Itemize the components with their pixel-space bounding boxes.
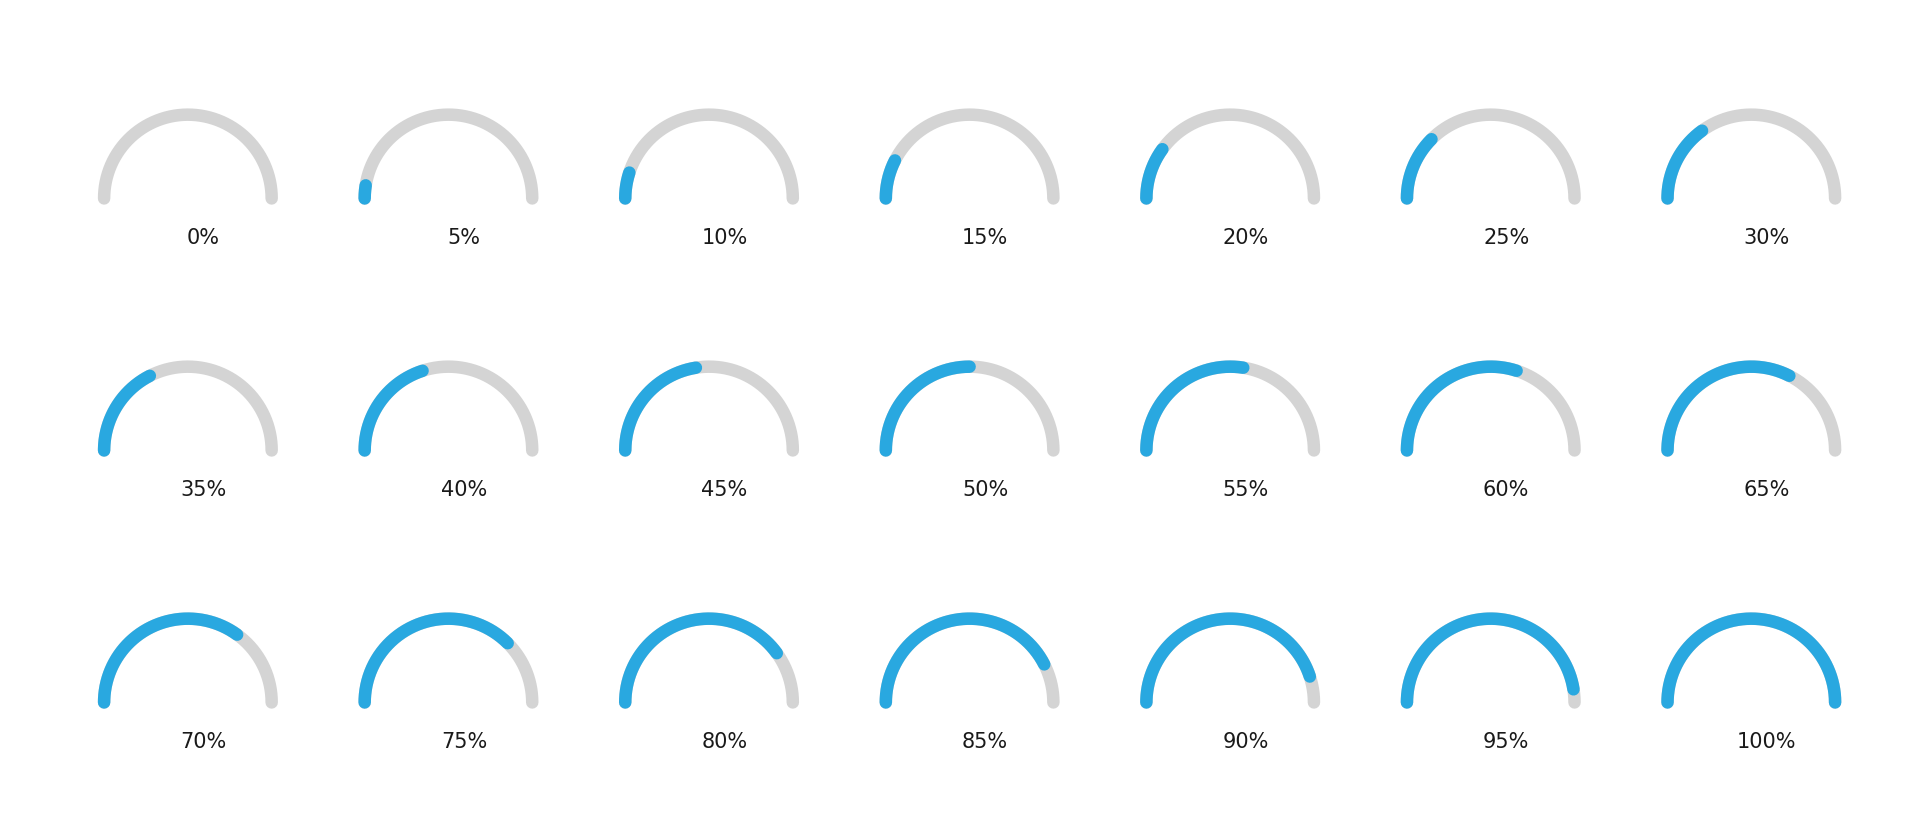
Text: 50%: 50%	[962, 480, 1008, 500]
Text: 70%: 70%	[180, 732, 227, 752]
Text: 0%: 0%	[186, 228, 219, 248]
Text: 15%: 15%	[962, 228, 1008, 248]
Text: 45%: 45%	[701, 480, 747, 500]
Text: 60%: 60%	[1482, 480, 1530, 500]
Text: 90%: 90%	[1223, 732, 1269, 752]
Text: 25%: 25%	[1482, 228, 1530, 248]
Text: 95%: 95%	[1482, 732, 1530, 752]
Text: 30%: 30%	[1743, 228, 1789, 248]
Text: 10%: 10%	[701, 228, 747, 248]
Text: 85%: 85%	[962, 732, 1008, 752]
Text: 65%: 65%	[1743, 480, 1789, 500]
Text: 20%: 20%	[1223, 228, 1269, 248]
Text: 40%: 40%	[442, 480, 488, 500]
Text: 80%: 80%	[701, 732, 747, 752]
Text: 100%: 100%	[1738, 732, 1797, 752]
Text: 5%: 5%	[447, 228, 480, 248]
Text: 75%: 75%	[442, 732, 488, 752]
Text: 35%: 35%	[180, 480, 227, 500]
Text: 55%: 55%	[1223, 480, 1269, 500]
